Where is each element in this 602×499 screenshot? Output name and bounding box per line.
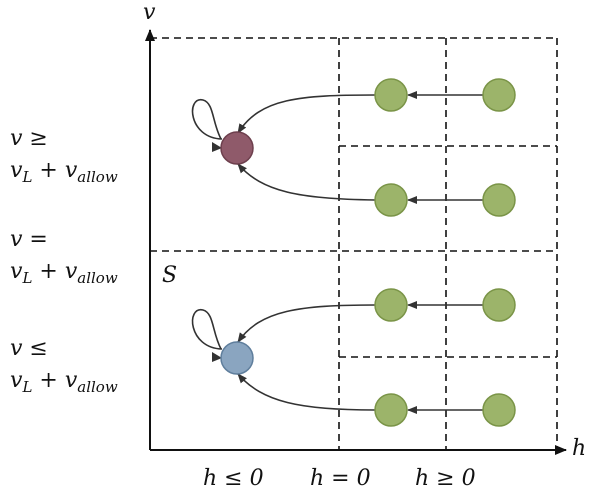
label-h-ge-0: h ≥ 0 — [415, 466, 476, 491]
var-v: v — [64, 158, 78, 183]
label-h-eq-0: h = 0 — [310, 466, 371, 491]
self-loop-blue-head — [212, 352, 222, 362]
nodes — [220, 78, 516, 427]
plus-sign: + — [32, 259, 65, 284]
plus-sign: + — [32, 158, 65, 183]
grid — [150, 37, 558, 450]
sub-L: L — [22, 269, 33, 287]
label-v-eq-line1: v = — [10, 227, 48, 252]
edge-to-blue-upper — [237, 304, 376, 343]
x-axis-label: h — [572, 436, 587, 461]
label-v-le-line2: vL + vallow — [10, 370, 118, 395]
label-v-le-line1: v ≤ — [10, 336, 48, 361]
self-loop-red-path — [191, 99, 223, 140]
green-node — [374, 288, 408, 322]
var-v: v — [10, 158, 23, 183]
red-node — [220, 131, 254, 165]
green-node — [482, 393, 516, 427]
region-s-label: S — [162, 263, 178, 288]
var-v: v — [10, 368, 23, 393]
label-v-ge-line1: v ≥ — [10, 126, 48, 151]
green-node — [482, 78, 516, 112]
var-v: v — [64, 368, 78, 393]
edge-to-red-upper — [237, 94, 376, 134]
label-v-ge-line2: vL + vallow — [10, 160, 118, 185]
green-node — [374, 183, 408, 217]
label-h-le-0: h ≤ 0 — [203, 466, 264, 491]
var-v: v — [64, 259, 78, 284]
blue-node — [220, 341, 254, 375]
self-loop-blue-path — [191, 309, 223, 350]
edge-to-red-lower — [237, 163, 376, 201]
sub-allow: allow — [77, 168, 118, 186]
sub-L: L — [22, 168, 33, 186]
self-loop-red-head — [212, 142, 222, 152]
green-node — [374, 393, 408, 427]
green-node — [482, 183, 516, 217]
y-axis-label: v — [143, 0, 156, 25]
green-node — [374, 78, 408, 112]
edges — [191, 91, 483, 414]
edge-to-blue-lower — [237, 373, 376, 411]
label-v-eq-line2: vL + vallow — [10, 261, 118, 286]
plus-sign: + — [32, 368, 65, 393]
var-v: v — [10, 259, 23, 284]
green-node — [482, 288, 516, 322]
sub-allow: allow — [77, 378, 118, 396]
sub-allow: allow — [77, 269, 118, 287]
sub-L: L — [22, 378, 33, 396]
axes — [145, 29, 567, 455]
